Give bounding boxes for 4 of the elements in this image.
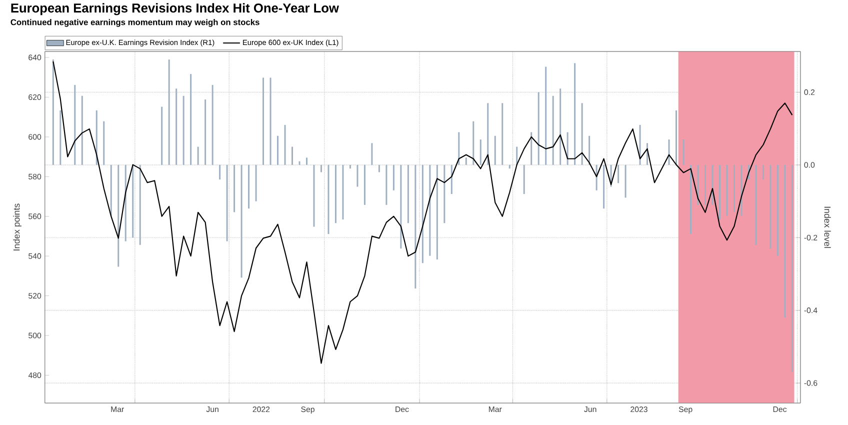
y-axis-title: Index points bbox=[13, 204, 22, 250]
y2-axis-title: Index level bbox=[824, 206, 831, 248]
chart-title: European Earnings Revisions Index Hit One-Year Low bbox=[11, 3, 339, 16]
chart-subtitle: Continued negative earnings momentum may weigh on stocks bbox=[10, 19, 260, 27]
